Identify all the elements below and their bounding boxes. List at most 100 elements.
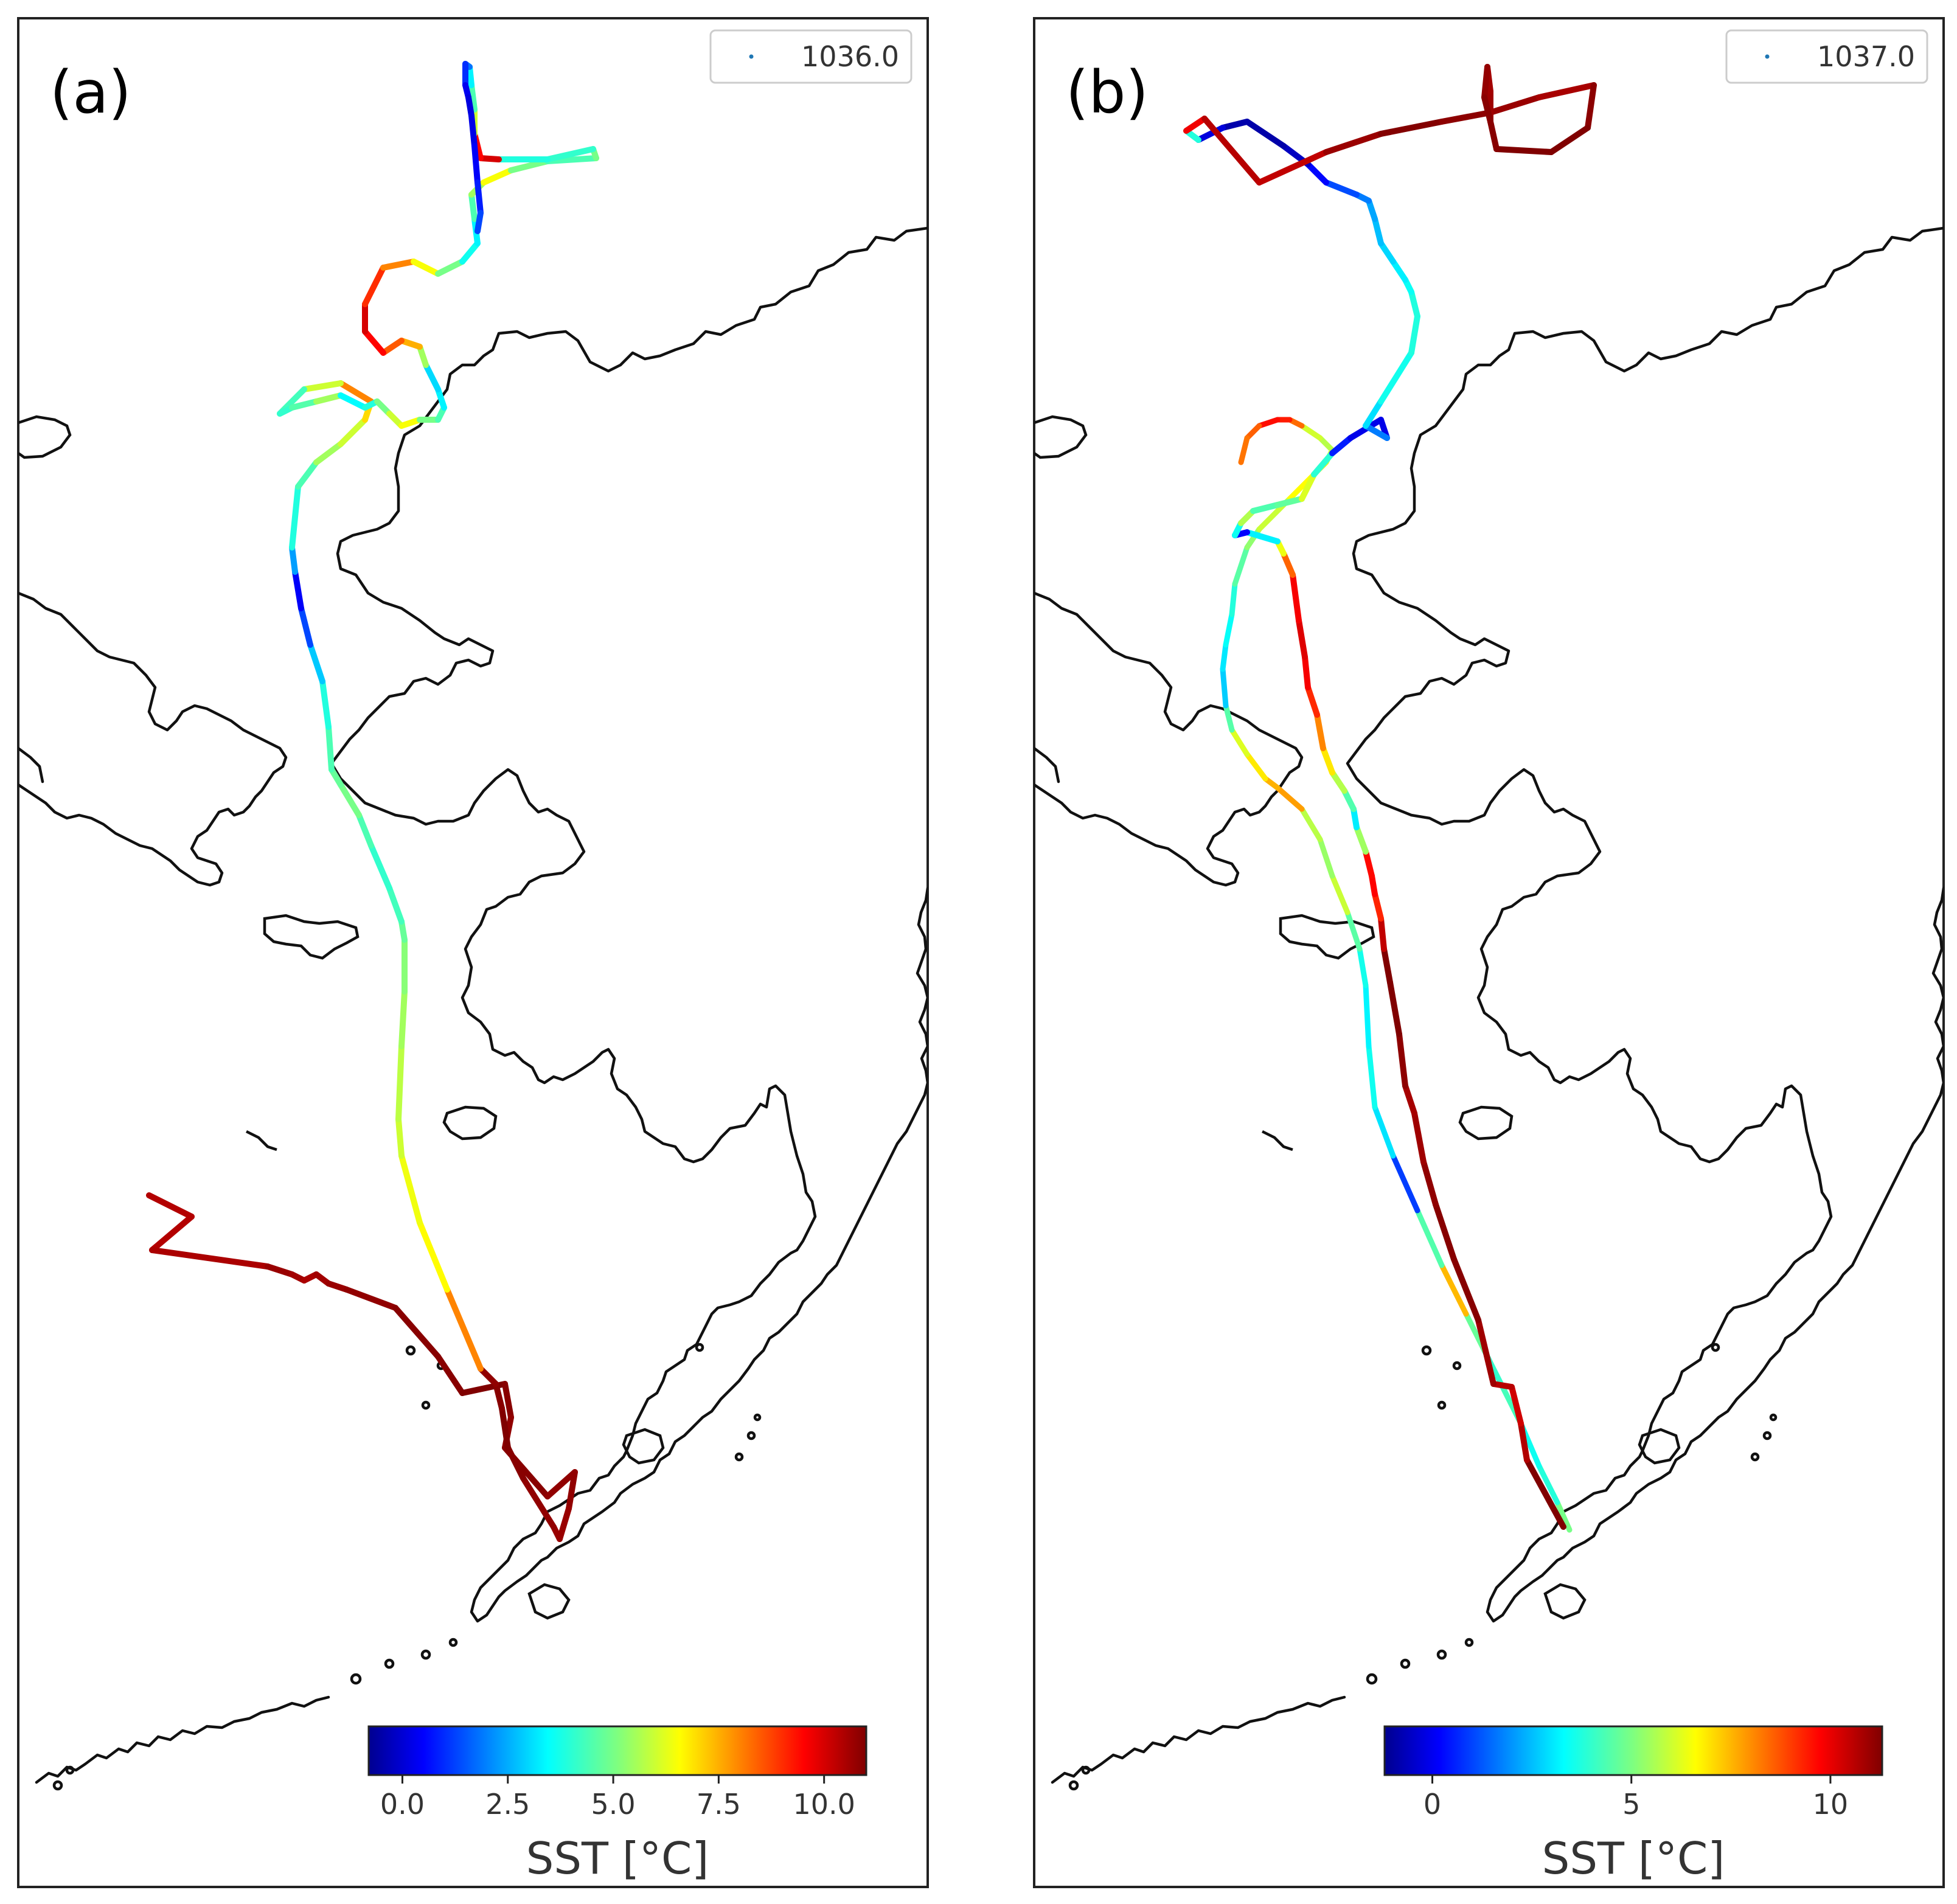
track-segment [1281,551,1296,578]
track-segment [1378,350,1414,405]
track-segment [1220,642,1229,672]
track-segment [1305,161,1329,186]
track-segment [544,1469,578,1499]
track-segment [1378,916,1387,952]
colorbar-frame [367,1725,867,1776]
track-segment [1490,1381,1515,1390]
track-segment [1201,116,1262,186]
track-segment [474,179,484,216]
panel-frame [1033,17,1945,1888]
legend-marker [1765,54,1770,59]
colorbar: 0 5 10 SST [°C] [1383,1725,1883,1884]
track-segment [478,1366,499,1387]
track-segment [499,1405,511,1451]
track-segment [1387,979,1402,1037]
track-segment [1487,119,1500,152]
track-segment [459,240,481,265]
track-segment [1256,417,1281,429]
track-segment [566,1469,578,1512]
legend-box [709,29,912,84]
track-segment [1524,1457,1566,1530]
track-segment [493,1381,505,1411]
track-segment [1220,119,1250,131]
track-segment [1381,946,1393,985]
track-segment [557,1506,572,1542]
track-segment [1363,423,1390,441]
track-segment [313,441,344,465]
track-segment [1354,824,1369,855]
ship-track [1183,64,1597,1533]
track-segment [544,155,599,164]
panel-label: (b) [1066,58,1149,127]
track-segment [265,1263,295,1277]
track-segment [149,1214,195,1253]
track-segment [1378,119,1445,137]
ship-track [146,61,599,1542]
track-segment [468,113,478,149]
track-segment [395,1116,405,1159]
track-segment [474,210,484,234]
track-segment [1378,240,1396,265]
track-segment [1256,149,1329,186]
track-segment [338,380,374,405]
track-segment [1439,1262,1469,1317]
track-segment [1369,873,1378,897]
colorbar-tick-label: 0 [1423,1788,1441,1821]
track-segment [1509,1384,1524,1426]
track-segment [1274,785,1305,812]
track-segment [1357,946,1369,988]
track-segment [520,1475,557,1530]
track-segment [380,259,417,271]
track-segment [1536,82,1597,100]
colorbar-tick-label: 5 [1622,1788,1640,1821]
track-segment [1350,806,1360,830]
track-segment [1390,259,1408,283]
track-segment [1296,617,1308,660]
track-segment [1363,849,1375,879]
colorbar-tick-label: 10.0 [793,1788,855,1821]
track-segment [1290,572,1302,624]
track-segment [468,82,478,113]
track-segment [1518,1420,1530,1463]
track-segment [411,259,441,277]
track-segment [1372,1104,1396,1159]
track-segment [1554,1499,1573,1533]
track-segment [338,417,368,447]
track-segment [313,392,344,405]
colorbar-frame [1383,1725,1883,1776]
track-segment [344,1287,398,1311]
track-segment [1390,1153,1420,1214]
track-segment [1311,450,1335,478]
track-segment [298,605,313,648]
track-segment [1195,125,1226,143]
colorbar-tick-label: 0.0 [380,1788,425,1821]
colorbar-tick-label: 5.0 [591,1788,635,1821]
track-segment [356,812,374,849]
colorbar: 0.0 2.5 5.0 7.5 10.0 SST [°C] [367,1725,867,1884]
track-segment [1244,119,1287,149]
track-segment [146,1192,195,1220]
colorbar-tick-label: 7.5 [697,1788,741,1821]
track-segment [325,1280,350,1293]
track-segment [338,782,362,818]
track-segment [1329,435,1354,456]
track-segment [1220,666,1229,709]
track-segment [1299,806,1323,843]
track-segment [1344,909,1363,952]
track-segment [289,398,319,411]
track-segment [1299,423,1323,441]
track-segment [1223,611,1235,648]
track-segment [398,988,408,1049]
track-segment [398,417,423,429]
track-segment [289,484,301,551]
track-segment [471,143,481,186]
track-segment [1433,1201,1457,1262]
track-segment [395,1043,405,1122]
track-segment [1244,423,1262,441]
track-segment [325,724,335,773]
track-segment [1317,435,1335,453]
track-segment [392,1305,441,1360]
track-segment [435,1353,465,1396]
track-segment [1329,770,1347,794]
